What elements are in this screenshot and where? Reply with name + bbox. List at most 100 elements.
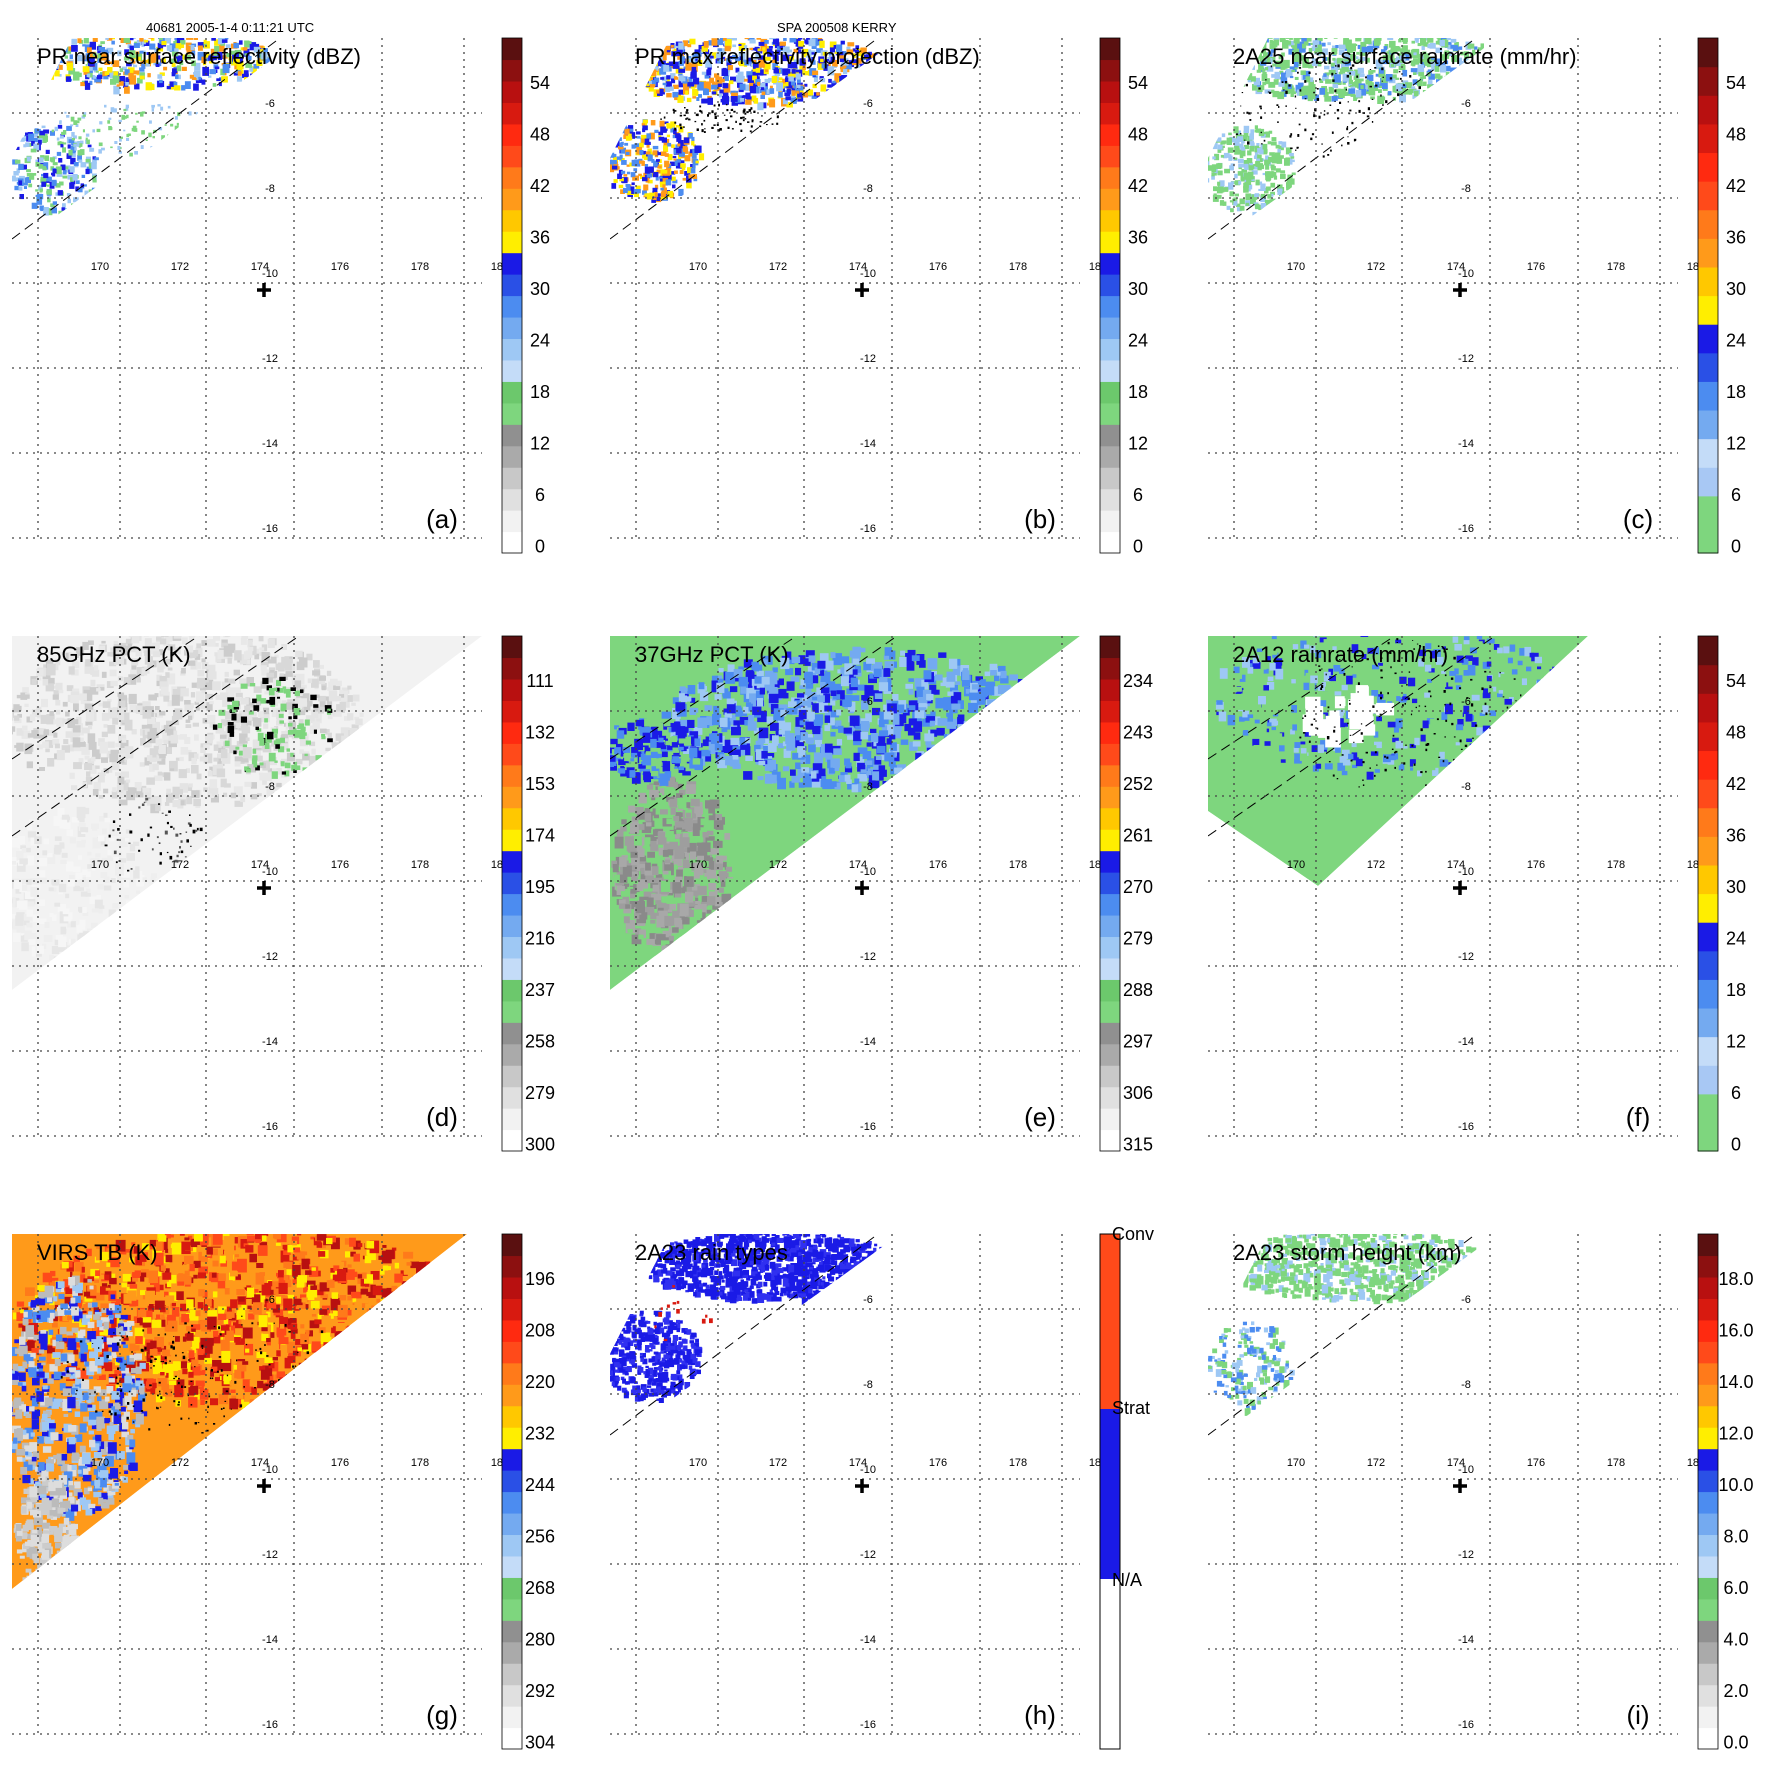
colorbar-tick-label: 54 [530,73,550,93]
colorbar-step [1100,445,1120,468]
panel-e: 170 172 174 176 178 180-6-8-10-12-14-1637GHz … [610,636,1107,1137]
colorbar-tick-label: 153 [525,774,555,794]
colorbar-step [502,1555,522,1578]
colorbar-strat [1100,1409,1120,1579]
colorbar-step [1698,238,1718,268]
colorbar-step [1100,979,1120,1002]
colorbar-tick-label: 14.0 [1718,1372,1753,1392]
swath-edge-line [1208,1234,1477,1436]
lon-label: 174 [849,261,867,273]
colorbar-step [1698,1534,1718,1557]
colorbar-tick-label: 18 [1726,382,1746,402]
lon-label: 170 [1287,859,1305,871]
colorbar-step [502,445,522,468]
colorbar-step [1100,893,1120,916]
colorbar-tick-label: 48 [1128,125,1148,145]
lat-label: -6 [1461,696,1471,708]
colorbar-step [1100,957,1120,980]
colorbar-step [1698,38,1718,68]
panel-d: 170 172 174 176 178 180-6-8-10-12-14-1685GHz … [12,636,509,1137]
lat-label: -14 [860,1036,876,1048]
lat-label: -14 [262,1634,278,1646]
colorbar-step [502,1491,522,1514]
lat-label: -8 [1461,781,1471,793]
lat-label: -16 [860,523,876,535]
colorbar-step [1100,488,1120,511]
lat-label: -6 [265,696,275,708]
lat-label: -8 [265,183,275,195]
lon-label: 176 [331,261,349,273]
lon-label: 170 [689,859,707,871]
colorbar-step [1698,1093,1718,1123]
colorbar-step [1698,1405,1718,1428]
colorbar-step [502,359,522,382]
colorbar-tick-label: 30 [1726,877,1746,897]
colorbar-step [1698,1341,1718,1364]
colorbar-step [1698,1663,1718,1686]
lon-label: 176 [929,1457,947,1469]
colorbar-tick-label: 12 [530,434,550,454]
colorbar-step [1698,123,1718,154]
colorbar-tick-label: 8.0 [1723,1527,1748,1547]
lon-label: 172 [171,859,189,871]
lon-label: 176 [331,1457,349,1469]
lat-label: -14 [860,438,876,450]
colorbar-step [502,381,522,404]
colorbar-b: 54 48 42 36 30 24 18 12 6 0 [1099,37,1148,557]
colorbar-step [1100,38,1120,61]
colorbar-step [502,1065,522,1088]
colorbar-step [502,1234,522,1257]
colorbar-tick-label: 36 [530,228,550,248]
colorbar-step [502,1620,522,1643]
lat-label: -10 [262,1464,278,1476]
colorbar-step [1698,209,1718,239]
colorbar-step [1698,1255,1718,1278]
colorbar-step [1698,524,1718,554]
colorbar-step [502,1427,522,1450]
colorbar-conv [1100,1234,1120,1409]
colorbar-tick-label: 234 [1123,671,1153,691]
colorbar-step [502,338,522,361]
colorbar-step [1100,872,1120,895]
colorbar-tick-label: 54 [1726,671,1746,691]
colorbar-tick-label: 24 [1726,929,1746,949]
colorbar-tick-label: 42 [1726,176,1746,196]
colorbar-step [1100,359,1120,382]
colorbar-tick-label: 132 [525,723,555,743]
lon-label: 178 [1607,261,1625,273]
colorbar-step [502,188,522,211]
colorbar-step [502,700,522,723]
colorbar-step [502,231,522,254]
colorbar-tick-label: 256 [525,1527,555,1547]
colorbar-tick-label: 42 [1726,774,1746,794]
colorbar-step [502,38,522,61]
lon-label: 174 [849,859,867,871]
colorbar-tick-label: 54 [1128,73,1148,93]
colorbar-step [1100,1108,1120,1131]
panel-letter: (g) [426,1700,458,1730]
colorbar-step [1100,274,1120,297]
colorbar-step [1698,1512,1718,1536]
colorbar-f: 54 48 42 36 30 24 18 12 6 0 [1697,635,1746,1155]
lat-label: -10 [1458,268,1474,280]
lat-label: -16 [1458,1121,1474,1133]
colorbar-frame [1099,635,1121,1152]
colorbar-g: 196 208 220 232 244 256 268 280 292 304 [501,1233,555,1753]
colorbar-tick-label: 54 [1726,73,1746,93]
colorbar-step [1100,1022,1120,1045]
colorbar-tick-label: 288 [1123,980,1153,1000]
colorbar-step [502,636,522,659]
lon-label: 176 [929,261,947,273]
colorbar-d: 111 132 153 174 195 216 237 258 279 300 [501,635,555,1155]
colorbar-frame [1697,1233,1719,1750]
colorbar-step [1100,80,1120,103]
colorbar-step [502,1641,522,1664]
colorbar-step [502,252,522,275]
colorbar-tick-label: 12 [1726,1032,1746,1052]
colorbar-tick-label: 0 [1731,1135,1741,1155]
colorbar-tick-label: 30 [1128,279,1148,299]
colorbar-step [1698,1427,1718,1450]
